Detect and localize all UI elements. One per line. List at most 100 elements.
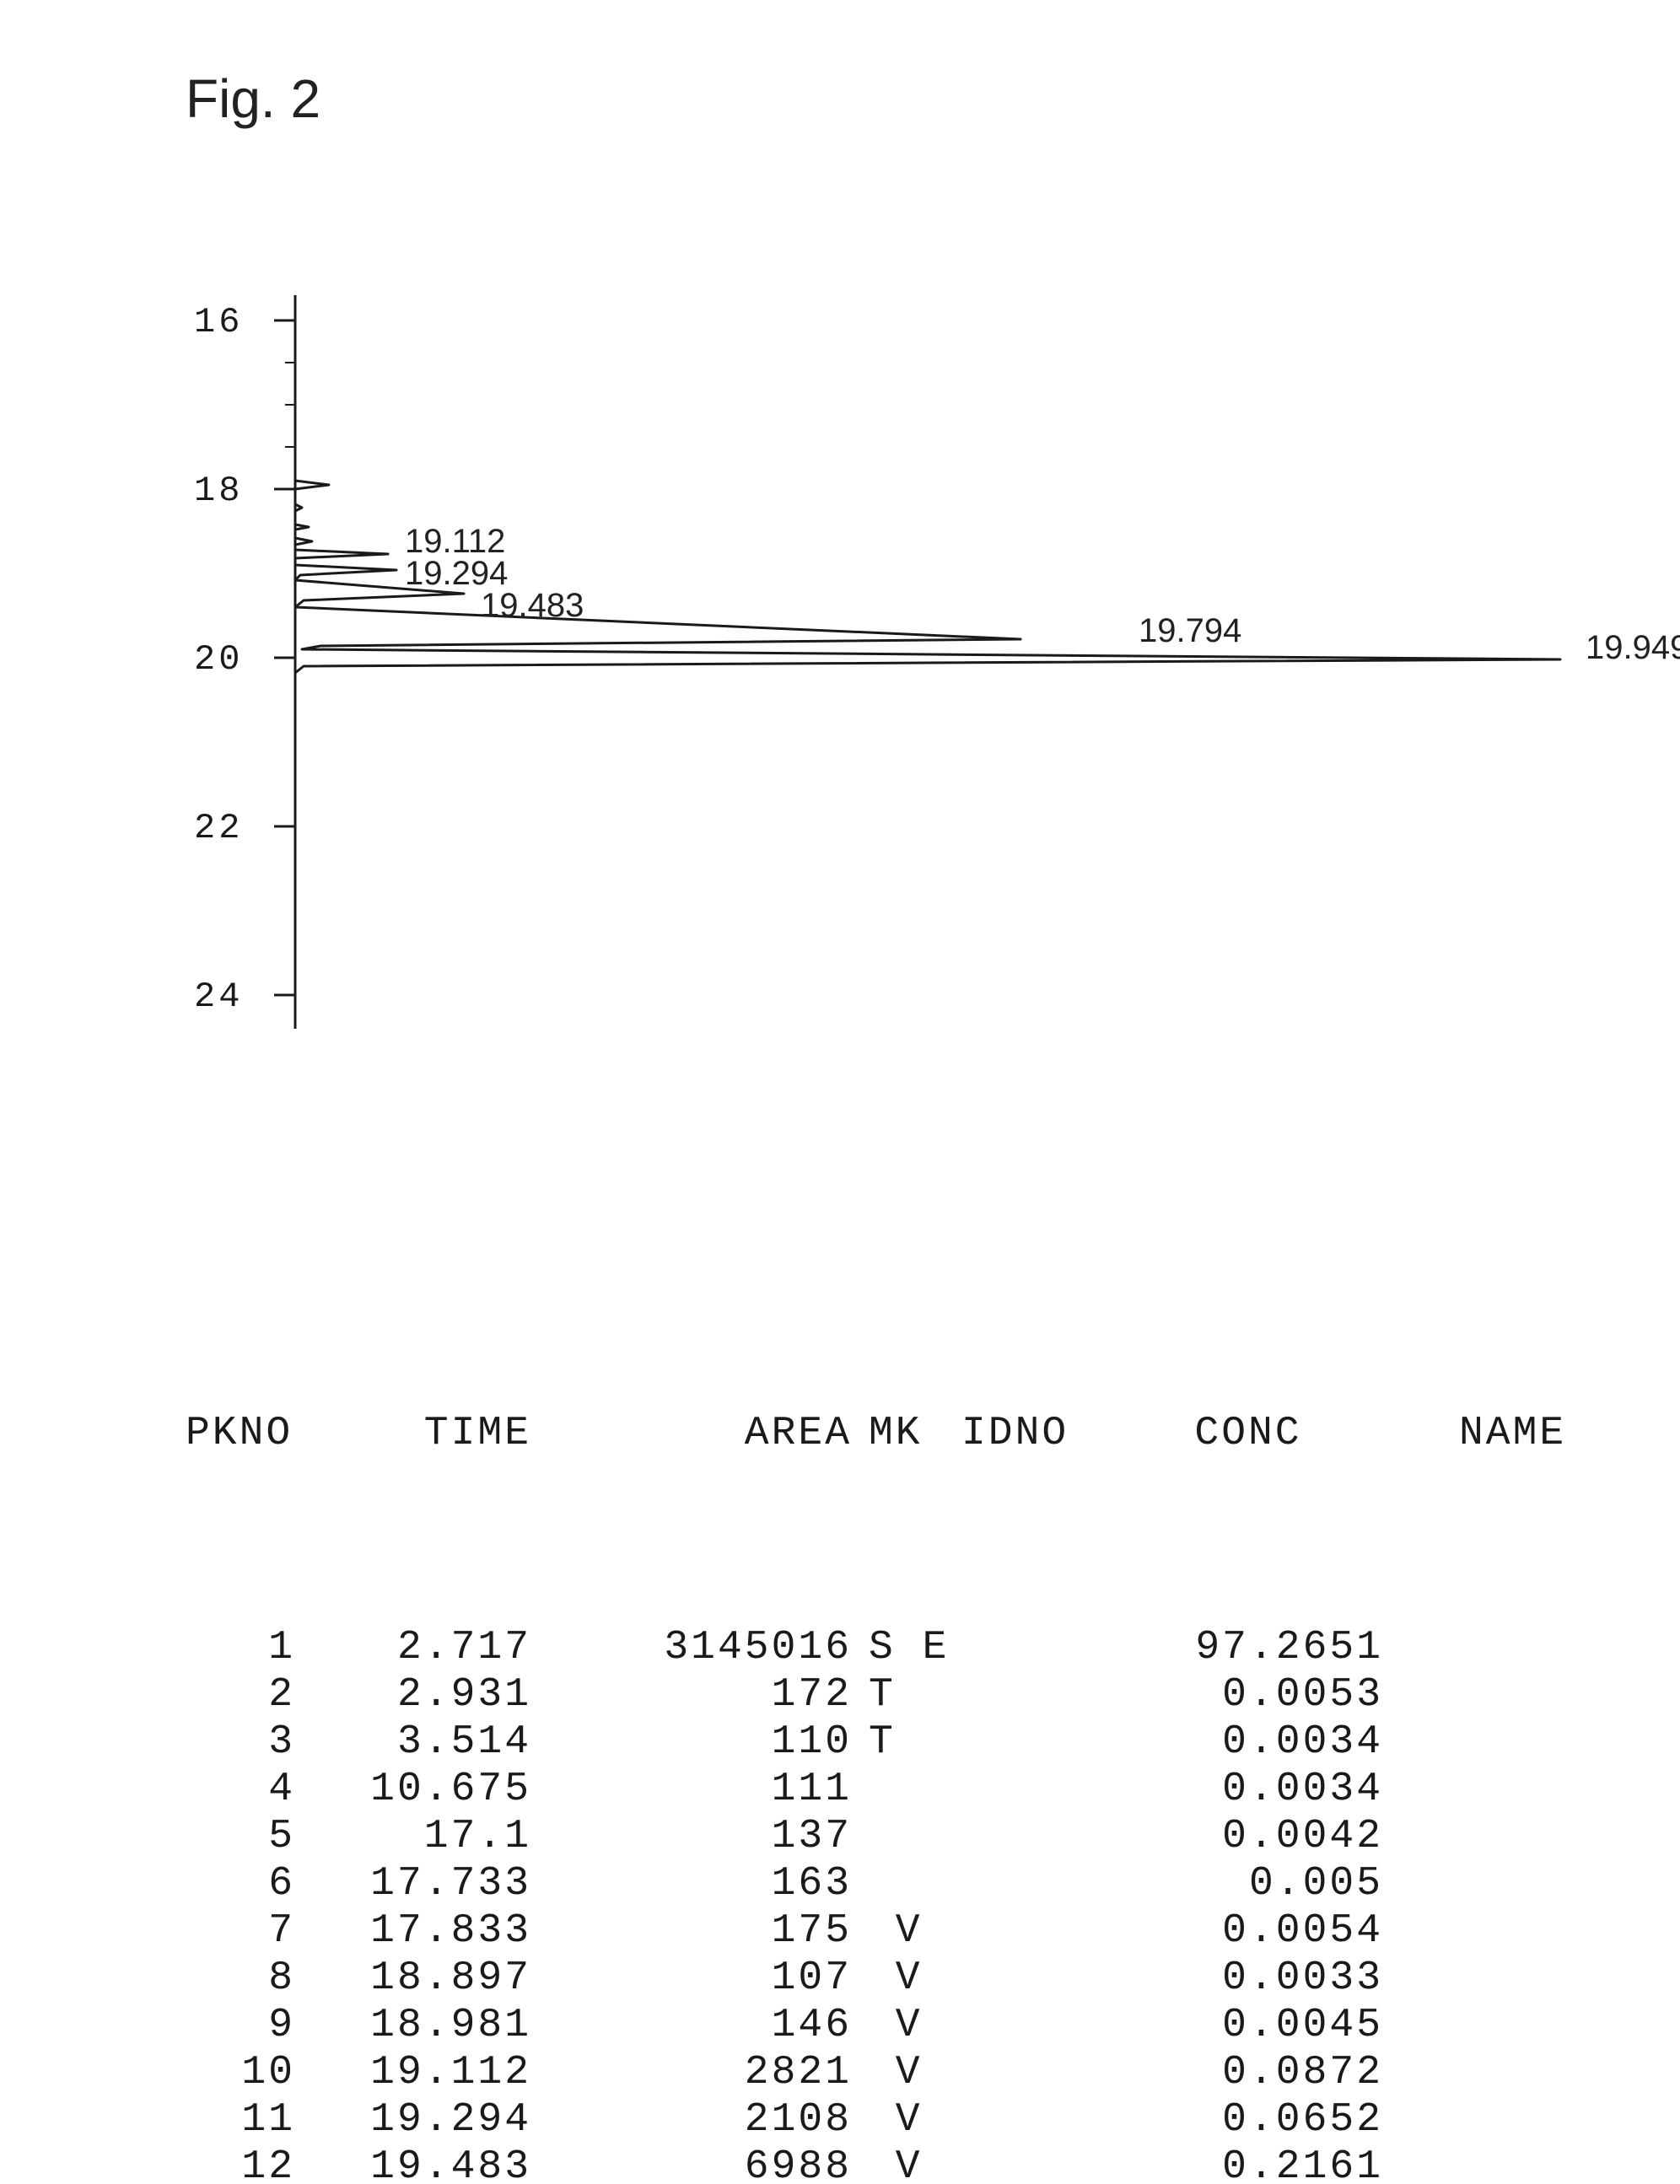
table-row: 517.1137 0.0042 — [186, 1813, 1560, 1860]
cell-name — [1392, 2049, 1560, 2096]
cell-conc: 0.005 — [1113, 1860, 1392, 1907]
cell-pkno: 5 — [186, 1813, 329, 1860]
peak-label: 19.483 — [481, 587, 584, 625]
chromatogram-svg — [194, 295, 1628, 1054]
header-area: AREA — [565, 1410, 860, 1457]
chromatogram: 16 18 20 22 24 19.112 19.294 19.483 19.7… — [194, 295, 1560, 1181]
cell-pkno: 6 — [186, 1860, 329, 1907]
cell-area: 163 — [565, 1860, 860, 1907]
cell-name — [1392, 1671, 1560, 1719]
table-row: 818.897107 V 0.0033 — [186, 1955, 1560, 2002]
cell-time: 3.514 — [329, 1719, 565, 1766]
cell-pkno: 11 — [186, 2096, 329, 2144]
cell-pkno: 12 — [186, 2144, 329, 2184]
cell-conc: 0.0034 — [1113, 1719, 1392, 1766]
cell-area: 111 — [565, 1766, 860, 1813]
cell-name — [1392, 1719, 1560, 1766]
cell-mk: T — [860, 1719, 961, 1766]
table-row: 12.7173145016S E97.2651 — [186, 1624, 1560, 1671]
cell-mk: S E — [860, 1624, 961, 1671]
cell-name — [1392, 1624, 1560, 1671]
cell-pkno: 8 — [186, 1955, 329, 2002]
cell-time: 17.833 — [329, 1907, 565, 1955]
cell-time: 2.931 — [329, 1671, 565, 1719]
figure-title: Fig. 2 — [186, 67, 320, 130]
header-time: TIME — [329, 1410, 565, 1457]
cell-idno — [961, 1671, 1113, 1719]
cell-area: 175 — [565, 1907, 860, 1955]
cell-conc: 0.0034 — [1113, 1766, 1392, 1813]
cell-pkno: 9 — [186, 2002, 329, 2049]
cell-area: 6988 — [565, 2144, 860, 2184]
cell-idno — [961, 1955, 1113, 2002]
cell-pkno: 2 — [186, 1671, 329, 1719]
chromatogram-trace — [295, 295, 1560, 1029]
table-row: 33.514110T0.0034 — [186, 1719, 1560, 1766]
y-tick-label: 18 — [194, 471, 243, 511]
cell-name — [1392, 1860, 1560, 1907]
cell-mk: V — [860, 2049, 961, 2096]
cell-mk: T — [860, 1671, 961, 1719]
cell-name — [1392, 2144, 1560, 2184]
cell-idno — [961, 2096, 1113, 2144]
header-conc: CONC — [1113, 1410, 1392, 1457]
table-row: 918.981146 V0.0045 — [186, 2002, 1560, 2049]
cell-idno — [961, 1813, 1113, 1860]
cell-time: 18.981 — [329, 2002, 565, 2049]
cell-idno — [961, 1766, 1113, 1813]
cell-conc: 0.2161 — [1113, 2144, 1392, 2184]
cell-area: 2108 — [565, 2096, 860, 2144]
table-row: 617.733163 0.005 — [186, 1860, 1560, 1907]
table-row: 1119.2942108 V 0.0652 — [186, 2096, 1560, 2144]
cell-idno — [961, 2002, 1113, 2049]
table-row: 22.931172T 0.0053 — [186, 1671, 1560, 1719]
cell-time: 17.1 — [329, 1813, 565, 1860]
cell-mk: V — [860, 2096, 961, 2144]
cell-conc: 0.0053 — [1113, 1671, 1392, 1719]
cell-area: 137 — [565, 1813, 860, 1860]
cell-name — [1392, 2096, 1560, 2144]
cell-name — [1392, 1907, 1560, 1955]
cell-pkno: 10 — [186, 2049, 329, 2096]
y-tick-label: 16 — [194, 302, 243, 342]
cell-idno — [961, 1624, 1113, 1671]
table-row: 1019.1122821 V0.0872 — [186, 2049, 1560, 2096]
header-idno: IDNO — [961, 1410, 1113, 1457]
cell-area: 172 — [565, 1671, 860, 1719]
cell-time: 19.294 — [329, 2096, 565, 2144]
cell-pkno: 1 — [186, 1624, 329, 1671]
table-row: 410.6751110.0034 — [186, 1766, 1560, 1813]
cell-conc: 0.0652 — [1113, 2096, 1392, 2144]
cell-conc: 97.2651 — [1113, 1624, 1392, 1671]
cell-mk: V — [860, 1907, 961, 1955]
cell-pkno: 3 — [186, 1719, 329, 1766]
peak-label: 19.794 — [1139, 612, 1241, 650]
cell-name — [1392, 1766, 1560, 1813]
cell-conc: 0.0054 — [1113, 1907, 1392, 1955]
cell-time: 18.897 — [329, 1955, 565, 2002]
cell-area: 2821 — [565, 2049, 860, 2096]
peak-table: PKNO TIME AREA MK IDNO CONC NAME 12.7173… — [186, 1315, 1560, 2184]
cell-idno — [961, 1860, 1113, 1907]
cell-name — [1392, 1813, 1560, 1860]
cell-conc: 0.0872 — [1113, 2049, 1392, 2096]
cell-conc: 0.0033 — [1113, 1955, 1392, 2002]
cell-idno — [961, 2049, 1113, 2096]
cell-area: 3145016 — [565, 1624, 860, 1671]
cell-conc: 0.0042 — [1113, 1813, 1392, 1860]
cell-name — [1392, 2002, 1560, 2049]
y-tick-label: 22 — [194, 808, 243, 848]
table-body: 12.7173145016S E97.265122.931172T0.00533… — [186, 1624, 1560, 2184]
y-tick-label: 24 — [194, 976, 243, 1017]
cell-mk — [860, 1813, 961, 1860]
header-name: NAME — [1392, 1410, 1560, 1457]
table-header-row: PKNO TIME AREA MK IDNO CONC NAME — [186, 1410, 1560, 1457]
header-mk: MK — [860, 1410, 961, 1457]
cell-time: 17.733 — [329, 1860, 565, 1907]
peak-label: 19.949 — [1586, 629, 1680, 667]
cell-mk: V — [860, 1955, 961, 2002]
cell-idno — [961, 1719, 1113, 1766]
cell-time: 19.483 — [329, 2144, 565, 2184]
y-tick-label: 20 — [194, 639, 243, 680]
cell-area: 107 — [565, 1955, 860, 2002]
